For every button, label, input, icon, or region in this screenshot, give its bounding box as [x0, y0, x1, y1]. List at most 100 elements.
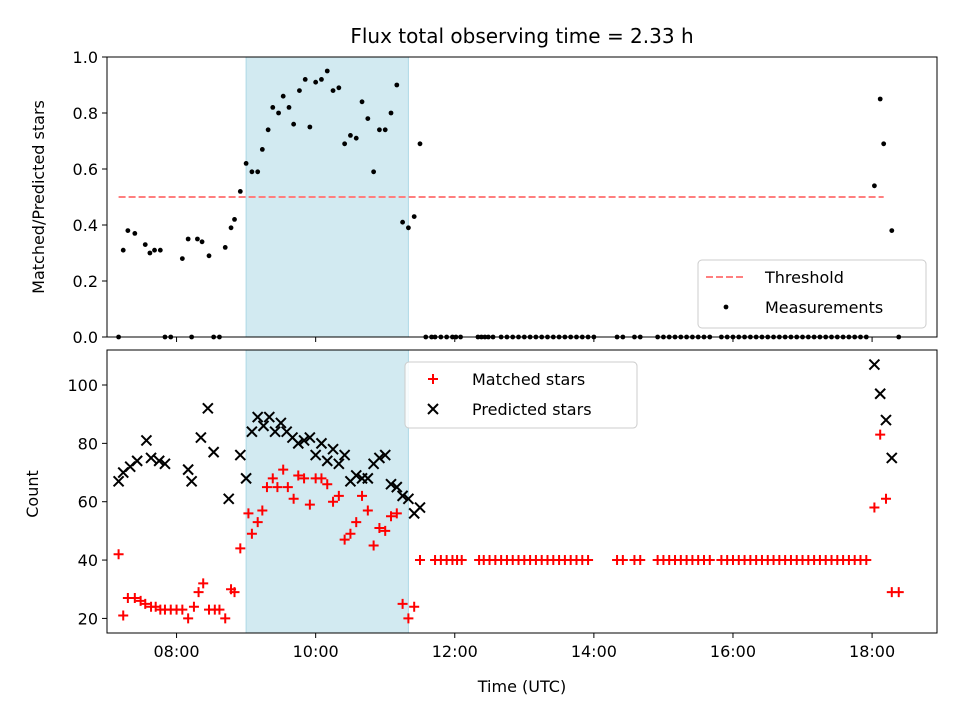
- data-point: [140, 598, 151, 609]
- x-tick-label: 14:00: [571, 642, 617, 661]
- y-tick-label: 60: [78, 493, 98, 512]
- data-point: [113, 549, 124, 560]
- data-point: [357, 490, 368, 501]
- data-point: [259, 147, 265, 152]
- data-point: [374, 522, 385, 533]
- data-point: [112, 475, 125, 487]
- data-point: [261, 482, 272, 493]
- data-point: [202, 402, 214, 415]
- data-point: [206, 253, 212, 259]
- y-tick-label: 1.0: [73, 48, 98, 67]
- series-matched-stars: [113, 429, 904, 624]
- data-point: [118, 610, 129, 621]
- data-point: [292, 437, 304, 450]
- y-tick-label: 20: [78, 609, 98, 628]
- data-point: [159, 458, 171, 470]
- data-point: [371, 169, 377, 175]
- data-point: [280, 93, 286, 99]
- data-point: [402, 493, 415, 505]
- data-point: [252, 517, 263, 528]
- bottom-panel: 20 40 60 80 100 08:00 10:00 12:00 14:00 16:00 18:0…: [67, 349, 938, 661]
- data-point: [153, 455, 165, 467]
- data-point: [868, 358, 881, 371]
- data-point: [188, 601, 199, 612]
- data-point: [339, 534, 350, 545]
- data-point: [617, 555, 628, 566]
- data-point: [385, 478, 397, 490]
- data-point: [286, 105, 292, 110]
- y-tick-label: 0.4: [73, 216, 98, 235]
- data-point: [125, 228, 131, 234]
- data-point: [417, 141, 423, 147]
- data-point: [880, 414, 892, 426]
- data-point: [635, 555, 646, 566]
- data-point: [145, 452, 157, 464]
- data-point: [893, 587, 904, 598]
- data-point: [278, 464, 289, 475]
- legend-box: [697, 259, 927, 329]
- data-point: [307, 124, 313, 130]
- data-point: [152, 247, 157, 253]
- data-point: [368, 540, 379, 551]
- data-point: [265, 127, 271, 133]
- data-point: [246, 425, 258, 438]
- data-point: [350, 469, 362, 482]
- chart-title: Flux total observing time = 2.33 h: [350, 24, 693, 48]
- data-point: [263, 411, 275, 423]
- y-tick-label: 80: [78, 434, 98, 453]
- x-tick-label: 10:00: [293, 642, 339, 661]
- data-point: [359, 99, 365, 105]
- data-point: [362, 472, 374, 485]
- data-point: [403, 613, 414, 624]
- data-point: [232, 217, 237, 222]
- data-point: [351, 517, 362, 528]
- data-point: [291, 121, 297, 127]
- data-point: [237, 189, 243, 194]
- data-point: [365, 116, 371, 121]
- data-point: [411, 214, 417, 220]
- data-point: [382, 127, 388, 133]
- data-point: [257, 505, 268, 516]
- data-point: [240, 472, 252, 485]
- data-point: [394, 82, 400, 88]
- data-point: [298, 434, 310, 447]
- data-point: [380, 525, 391, 536]
- legend-marker: [723, 304, 729, 310]
- data-point: [874, 388, 886, 400]
- x-tick-label: 16:00: [710, 642, 756, 661]
- data-point: [872, 183, 877, 189]
- series-predicted-stars: [112, 358, 898, 520]
- x-tick-label: 08:00: [153, 642, 199, 661]
- x-tick-label: 12:00: [432, 642, 478, 661]
- data-point: [377, 127, 382, 133]
- data-point: [456, 555, 467, 566]
- data-point: [333, 490, 344, 501]
- legend-label: Measurements: [765, 298, 883, 317]
- data-point: [304, 431, 316, 444]
- top-y-axis-label: Matched/Predicted stars: [29, 100, 48, 294]
- data-point: [396, 490, 409, 502]
- data-point: [288, 493, 299, 504]
- data-point: [313, 79, 319, 85]
- data-point: [333, 458, 345, 470]
- legend-marker: [427, 403, 439, 415]
- data-point: [195, 431, 207, 444]
- data-point: [336, 85, 342, 91]
- data-point: [353, 135, 359, 141]
- data-point: [142, 242, 148, 248]
- data-point: [869, 502, 880, 513]
- data-point: [272, 482, 283, 493]
- data-point: [391, 481, 403, 493]
- y-tick-label: 0.0: [73, 328, 98, 347]
- data-point: [129, 592, 140, 603]
- x-tick-label: 18:00: [849, 642, 895, 661]
- data-point: [251, 411, 264, 423]
- data-point: [157, 247, 163, 253]
- data-point: [269, 425, 281, 438]
- data-point: [319, 77, 324, 82]
- data-point: [276, 110, 281, 116]
- data-point: [328, 496, 339, 507]
- data-point: [214, 604, 225, 615]
